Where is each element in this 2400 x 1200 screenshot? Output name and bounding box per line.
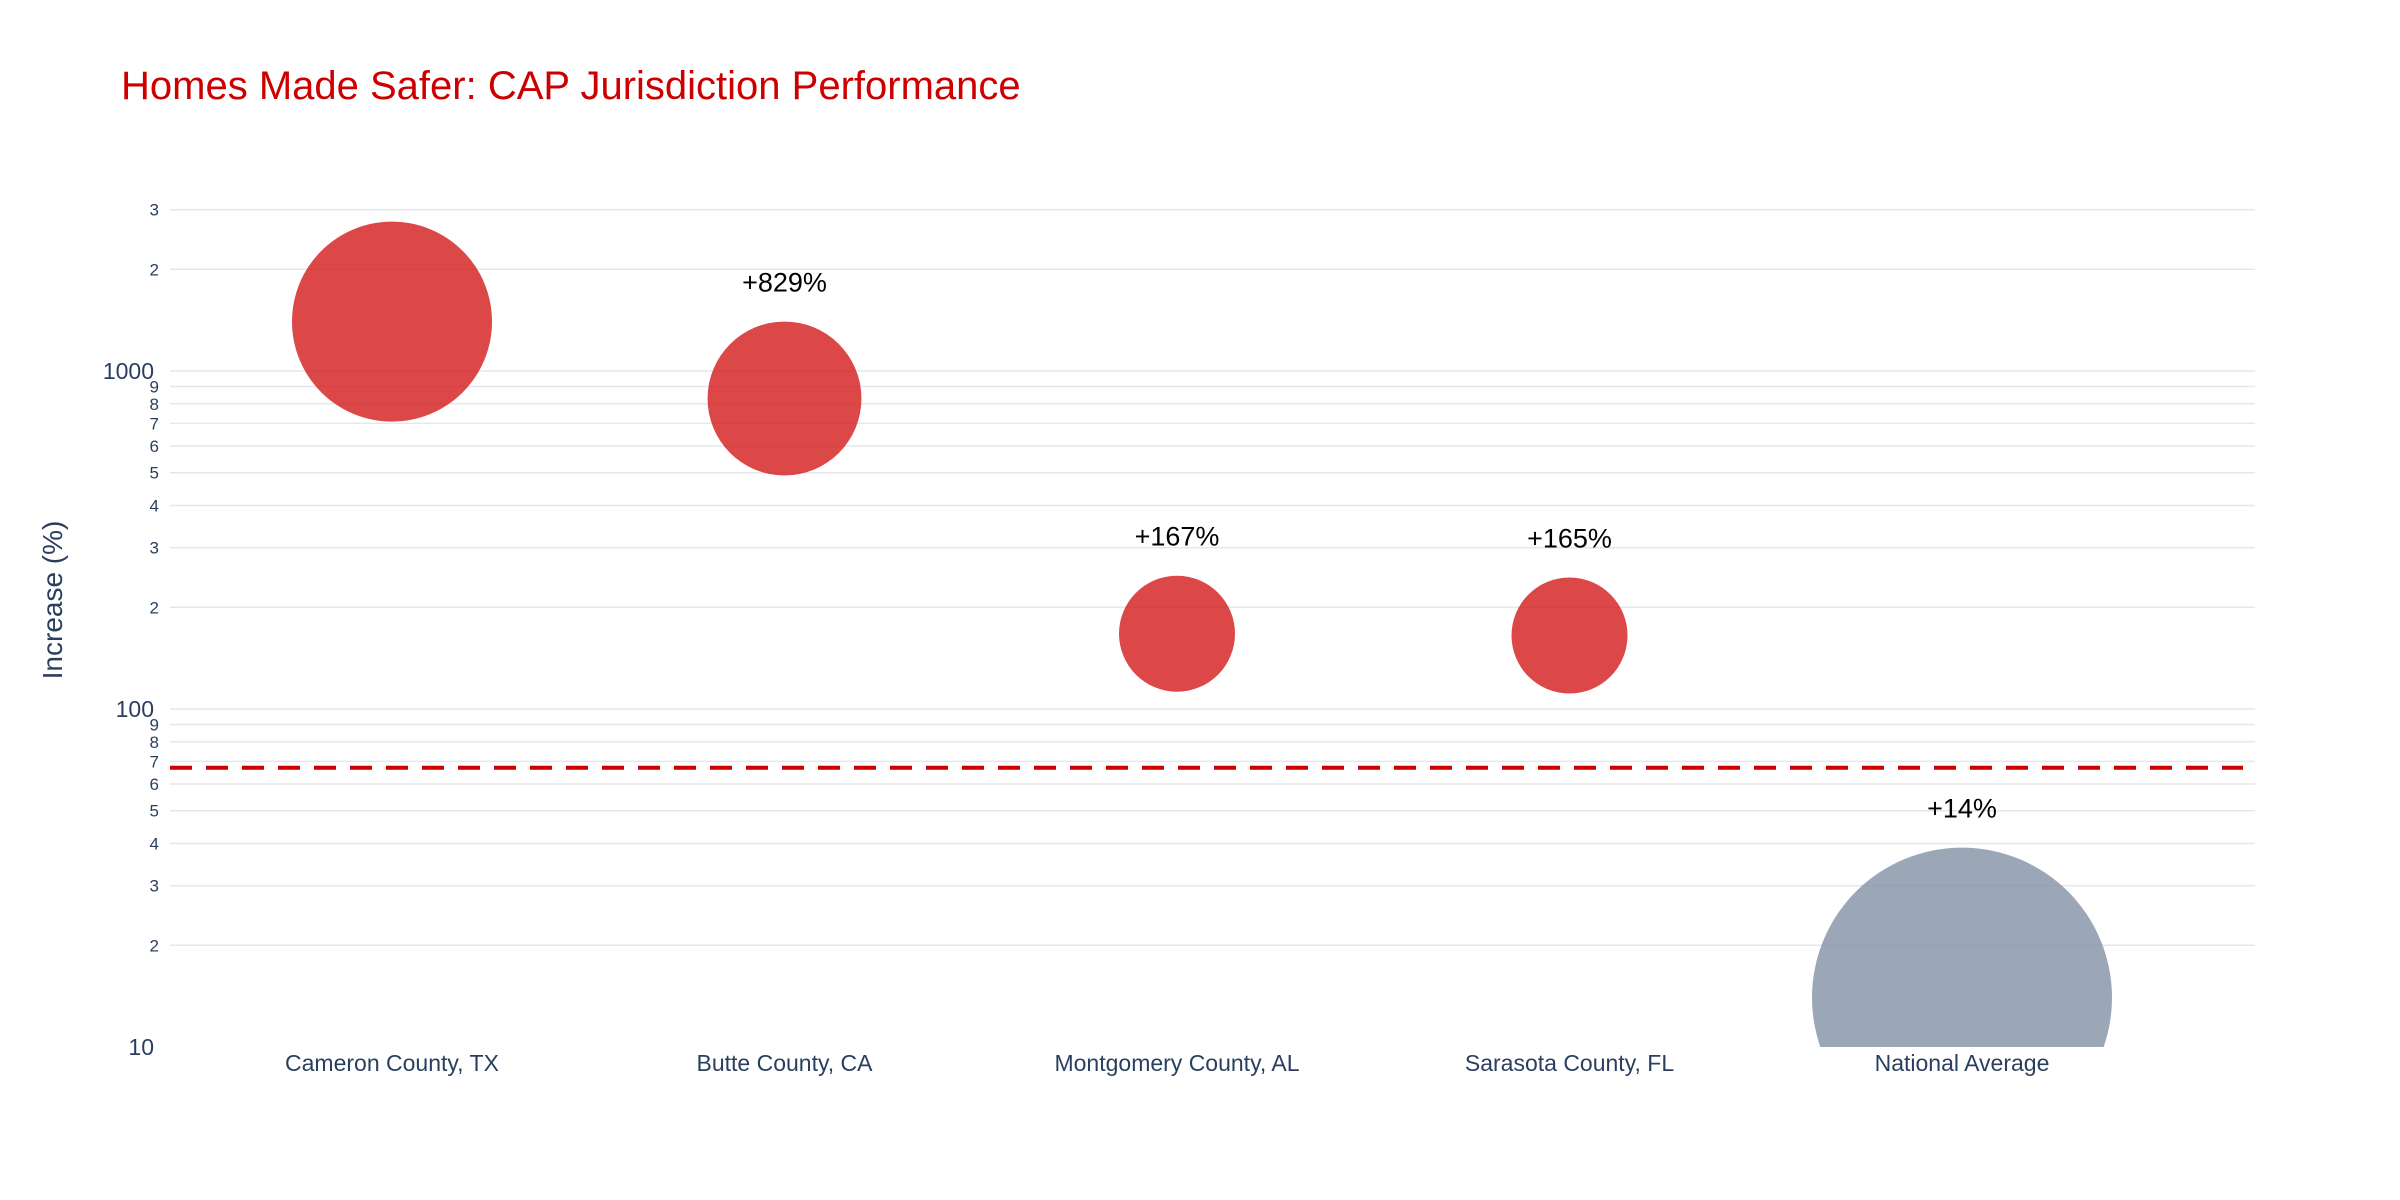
data-label: +167% — [1135, 522, 1220, 552]
chart-title: Homes Made Safer: CAP Jurisdiction Perfo… — [121, 64, 1021, 108]
data-label: +14% — [1927, 794, 1997, 824]
data-label: +829% — [742, 268, 827, 298]
bubble — [1119, 575, 1235, 692]
y-tick-label: 4 — [150, 835, 159, 854]
x-tick-label: Cameron County, TX — [285, 1050, 499, 1076]
bubble — [1812, 847, 2112, 1047]
data-label: +165% — [1527, 523, 1612, 553]
y-tick-label: 2 — [150, 936, 159, 955]
y-tick-label: 3 — [150, 539, 159, 558]
data-labels: +829% +167% +165% +14% — [742, 268, 1997, 824]
y-tick-label: 3 — [150, 201, 159, 220]
y-tick-label: 100 — [116, 696, 154, 722]
x-tick-label: Montgomery County, AL — [1054, 1050, 1299, 1076]
y-tick-label: 1000 — [103, 358, 154, 384]
x-tick-label: Sarasota County, FL — [1465, 1050, 1674, 1076]
x-tick-label: Butte County, CA — [697, 1050, 874, 1076]
y-tick-label: 9 — [150, 715, 159, 734]
bubble — [292, 221, 492, 422]
y-tick-label: 9 — [150, 377, 159, 396]
x-tick-label: National Average — [1875, 1050, 2050, 1076]
x-axis-ticks: Cameron County, TX Butte County, CA Montgo… — [285, 1050, 2049, 1076]
y-tick-label: 6 — [150, 775, 159, 794]
y-axis-label: Increase (%) — [37, 521, 68, 680]
y-tick-label: 10 — [128, 1034, 154, 1060]
y-tick-label: 4 — [150, 497, 159, 516]
gridlines — [170, 208, 2255, 947]
y-tick-label: 7 — [150, 752, 159, 771]
y-tick-label: 8 — [150, 733, 159, 752]
bubbles — [292, 221, 2112, 1047]
y-tick-label: 8 — [150, 395, 159, 414]
y-tick-label: 2 — [150, 598, 159, 617]
y-tick-label: 5 — [150, 464, 159, 483]
y-tick-label: 5 — [150, 802, 159, 821]
y-tick-label: 6 — [150, 437, 159, 456]
y-tick-label: 7 — [150, 414, 159, 433]
bubble — [707, 321, 862, 476]
bubble — [1511, 577, 1628, 694]
y-tick-label: 2 — [150, 260, 159, 279]
y-tick-label: 3 — [150, 877, 159, 896]
